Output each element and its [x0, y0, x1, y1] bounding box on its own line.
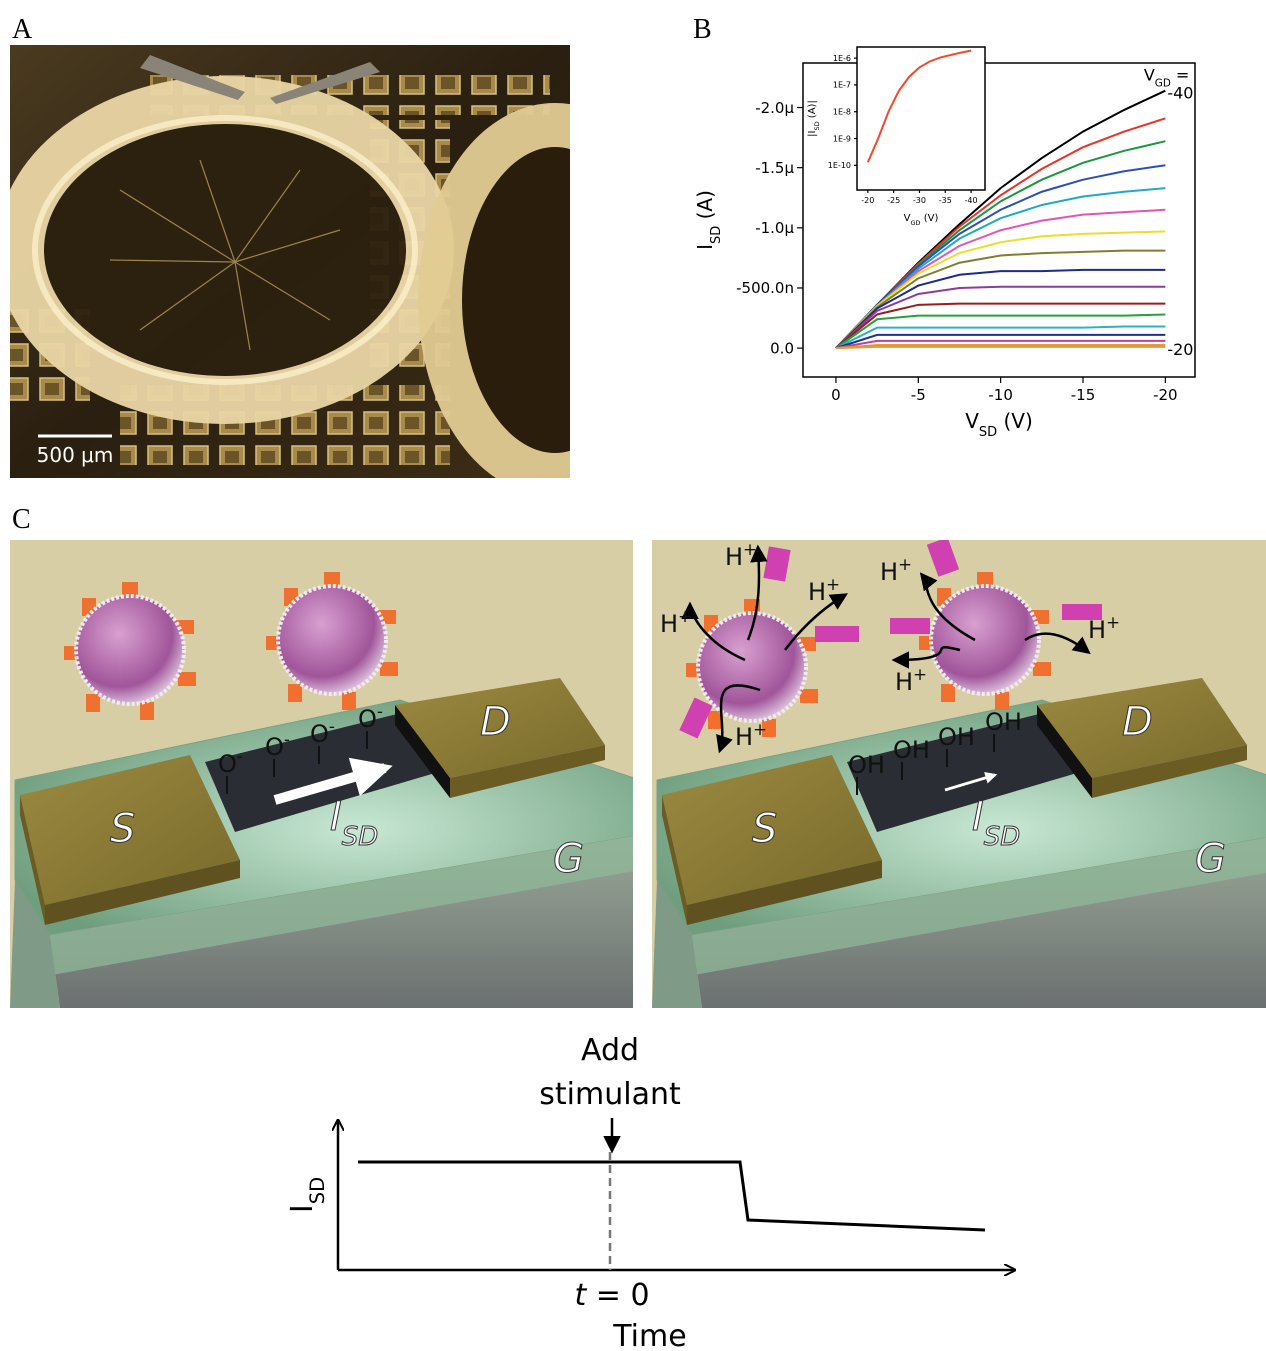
text-part: SD	[342, 822, 379, 852]
trace	[358, 1162, 985, 1230]
surface-group: OH	[985, 708, 1022, 736]
timeline: Add stimulant Time ISD t = 0	[285, 1033, 1015, 1351]
text-part: SD	[813, 121, 821, 130]
text-part: -	[377, 701, 383, 721]
x-tick-label: 0	[831, 386, 841, 404]
scale-bar-label: 500 μm	[37, 443, 114, 467]
surface-group: OH	[848, 751, 885, 779]
y-tick-label: -1.0μ	[755, 219, 794, 237]
x-tick-label: -5	[911, 386, 926, 404]
panel-label: B	[693, 14, 712, 45]
text-part: O	[218, 750, 237, 778]
text-part: (A)	[693, 190, 717, 226]
text-part: V	[1144, 66, 1155, 85]
text-part: = 0	[586, 1278, 649, 1313]
drain-label: D	[1122, 699, 1153, 745]
device-right	[642, 537, 1266, 1010]
x-tick-label: t = 0	[574, 1278, 649, 1313]
x-axis-label: VSD (V)	[965, 409, 1033, 440]
text-part: H	[725, 543, 743, 571]
text-part: SD	[306, 1177, 329, 1204]
curve-label: -40	[1167, 84, 1193, 103]
x-label: Time	[612, 1319, 686, 1351]
text-part: H	[880, 558, 898, 586]
x-tick-label: -20	[1153, 386, 1178, 404]
x-tick-label: -10	[988, 386, 1013, 404]
plot-area	[857, 47, 985, 190]
drain-label: D	[480, 699, 511, 745]
text-part: +	[743, 539, 757, 559]
photo: 500 μm	[10, 45, 670, 478]
panel-label: C	[12, 504, 31, 535]
y-tick-label: 0.0	[770, 339, 794, 357]
annotation: Add	[581, 1033, 639, 1068]
y-tick-label: -500.0n	[736, 279, 794, 297]
text-part: +	[826, 574, 840, 594]
surface-group: OH	[893, 736, 930, 764]
text-part: OH	[985, 708, 1022, 736]
device-left	[0, 540, 650, 1010]
figure: A B C 500 μm	[0, 0, 1266, 1351]
text-part: H	[895, 668, 913, 696]
x-tick-label: -25	[887, 196, 900, 205]
text-part: GD	[910, 219, 920, 227]
text-part: GD	[1155, 78, 1171, 90]
y-label: ISD	[285, 1177, 329, 1213]
text-part: I	[330, 794, 342, 840]
y-tick-label: -1.5μ	[755, 159, 794, 177]
y-axis-label: ISD (A)	[693, 190, 724, 250]
text-part: -	[329, 716, 335, 736]
text-part: H	[808, 578, 826, 606]
y-tick-label: 1E-10	[828, 161, 851, 170]
gate-label: G	[1195, 836, 1226, 882]
x-tick-label: -15	[1071, 386, 1096, 404]
gate-label: G	[553, 836, 584, 882]
text-part: H	[735, 723, 753, 751]
text-part: OH	[848, 751, 885, 779]
text-part: +	[678, 606, 692, 626]
ring	[20, 100, 430, 400]
text-part: I	[972, 794, 984, 840]
x-tick-label: -40	[965, 196, 978, 205]
text-part: =	[1171, 66, 1190, 85]
text-part: SD	[709, 226, 724, 244]
text-part: OH	[893, 736, 930, 764]
text-part: I	[285, 1204, 320, 1213]
text-part: (V)	[921, 213, 939, 224]
surface-group: OH	[938, 723, 975, 751]
y-tick-label: 1E-7	[833, 81, 851, 90]
panel-label: A	[12, 14, 33, 45]
curve-label: -20	[1167, 340, 1193, 359]
text-part: -	[284, 729, 290, 749]
x-tick-label: -20	[861, 196, 874, 205]
x-tick-label: -30	[913, 196, 926, 205]
text-part: OH	[938, 723, 975, 751]
text-part: V	[965, 409, 979, 433]
text-part: O	[310, 720, 329, 748]
text-part: O	[265, 733, 284, 761]
text-part: SD	[979, 425, 997, 440]
text-part: (V)	[997, 409, 1033, 433]
text-part: (A)|	[807, 100, 818, 121]
text-part: SD	[984, 822, 1021, 852]
text-part: +	[913, 664, 927, 684]
y-tick-label: 1E-8	[833, 108, 851, 117]
source-label: S	[752, 806, 777, 852]
y-tick-label: 1E-6	[833, 54, 851, 63]
text-part: O	[358, 705, 377, 733]
ring	[440, 125, 670, 475]
text-part: -	[237, 746, 243, 766]
source-label: S	[110, 806, 135, 852]
text-part: H	[660, 610, 678, 638]
text-part: +	[898, 554, 912, 574]
x-tick-label: -35	[939, 196, 952, 205]
y-tick-label: -2.0μ	[755, 99, 794, 117]
y-tick-label: 1E-9	[833, 134, 851, 143]
text-part: +	[1106, 612, 1120, 632]
text-part: H	[1088, 616, 1106, 644]
text-part: +	[753, 719, 767, 739]
annotation: stimulant	[539, 1077, 681, 1112]
